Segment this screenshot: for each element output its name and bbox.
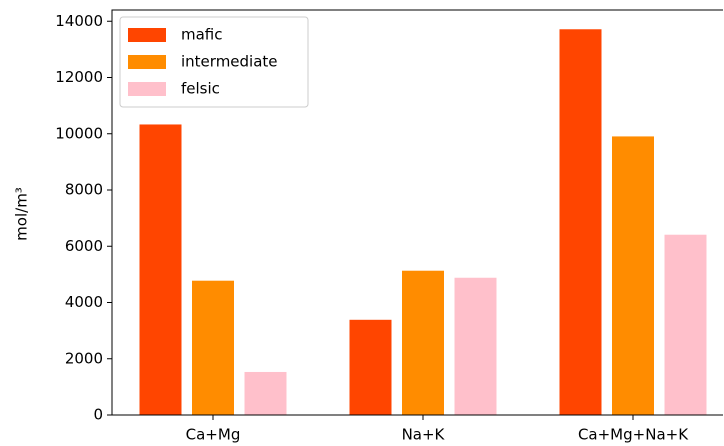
y-tick-label: 12000	[55, 68, 103, 86]
legend-box	[119, 16, 309, 108]
legend-label: intermediate	[181, 53, 278, 71]
x-tick-label: Ca+Mg	[186, 426, 241, 444]
bar	[454, 277, 497, 415]
x-tick-label: Na+K	[402, 426, 446, 444]
bar	[402, 270, 444, 415]
bar	[349, 319, 392, 415]
bar	[139, 124, 182, 415]
bar	[612, 136, 654, 415]
legend-swatch	[128, 55, 166, 69]
y-tick-label: 2000	[65, 349, 103, 367]
legend-label: mafic	[181, 26, 223, 44]
x-tick-label: Ca+Mg+Na+K	[578, 426, 689, 444]
bar	[559, 29, 602, 415]
y-tick-label: 6000	[65, 237, 103, 255]
legend-label: felsic	[181, 80, 220, 98]
y-axis-label: mol/m³	[13, 187, 31, 241]
legend-swatch	[128, 28, 166, 42]
bar	[664, 234, 707, 415]
y-tick-label: 0	[93, 406, 103, 424]
legend-swatch	[128, 82, 166, 96]
bar	[244, 371, 287, 415]
y-tick-label: 4000	[65, 293, 103, 311]
axes-frame	[111, 9, 723, 416]
y-tick-label: 14000	[55, 12, 103, 30]
y-tick-label: 10000	[55, 124, 103, 142]
bar	[192, 280, 234, 415]
y-tick-label: 8000	[65, 181, 103, 199]
